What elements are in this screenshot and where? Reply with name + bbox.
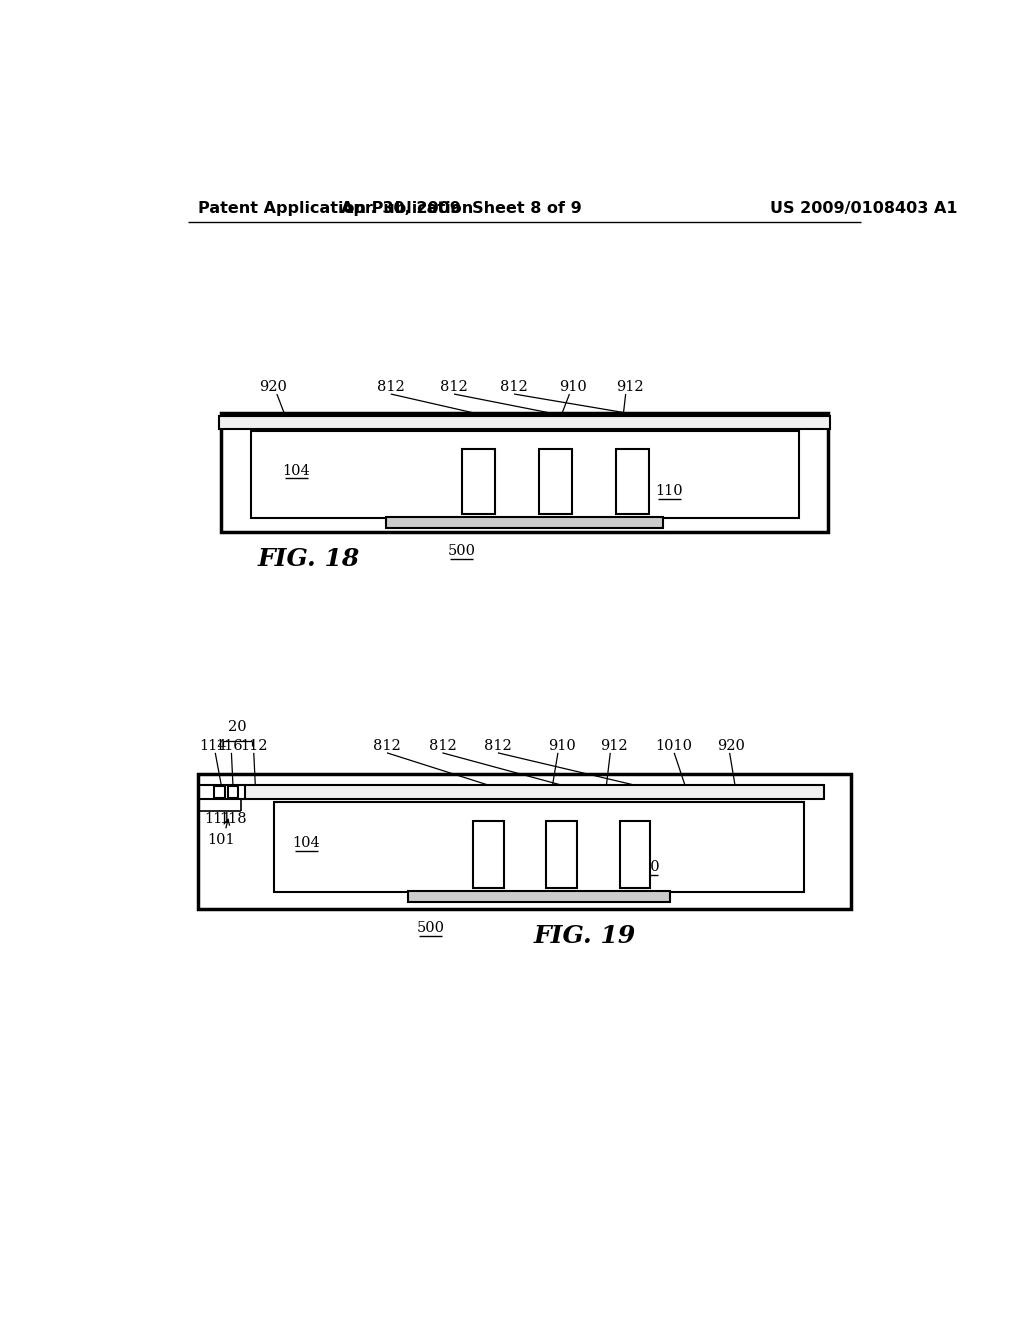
Text: 910: 910 (559, 380, 587, 395)
Text: 812: 812 (500, 380, 528, 395)
Bar (251, 430, 799, 517)
Bar (386, 517, 664, 528)
Text: 112: 112 (240, 739, 267, 752)
Bar (473, 821, 504, 887)
Bar (219, 416, 830, 429)
Text: FIG. 19: FIG. 19 (534, 924, 636, 948)
Text: 1010: 1010 (655, 739, 692, 752)
Text: 118: 118 (219, 812, 247, 826)
Text: 500: 500 (417, 921, 444, 936)
Text: 812: 812 (377, 380, 404, 395)
Text: 910: 910 (548, 739, 575, 752)
Text: 812: 812 (440, 380, 468, 395)
Text: US 2009/0108403 A1: US 2009/0108403 A1 (770, 201, 957, 216)
Bar (547, 821, 578, 887)
Text: Apr. 30, 2009  Sheet 8 of 9: Apr. 30, 2009 Sheet 8 of 9 (341, 201, 582, 216)
Text: 812: 812 (373, 739, 400, 752)
Text: 114: 114 (200, 739, 226, 752)
Text: FIG. 18: FIG. 18 (258, 546, 360, 570)
Bar (227, 785, 239, 799)
Text: 110: 110 (655, 484, 683, 498)
Text: 912: 912 (615, 380, 643, 395)
Bar (463, 449, 495, 515)
Text: 812: 812 (428, 739, 457, 752)
Text: 104: 104 (283, 463, 310, 478)
Bar (408, 891, 670, 903)
Text: 920: 920 (717, 739, 745, 752)
Bar (540, 449, 571, 515)
Text: 104: 104 (292, 837, 319, 850)
Bar (616, 449, 649, 515)
Text: 20: 20 (228, 719, 247, 734)
Text: 101: 101 (208, 833, 236, 847)
Text: 116: 116 (215, 739, 243, 752)
Bar (245, 785, 824, 799)
Text: 812: 812 (484, 739, 512, 752)
Bar (199, 775, 851, 909)
Text: 920: 920 (259, 380, 287, 395)
Text: 110: 110 (633, 859, 660, 874)
Text: 500: 500 (447, 544, 476, 558)
Text: 912: 912 (600, 739, 628, 752)
Bar (221, 413, 828, 532)
Bar (620, 821, 650, 887)
Text: Patent Application Publication: Patent Application Publication (199, 201, 473, 216)
Bar (273, 803, 804, 892)
Text: 111: 111 (204, 812, 231, 826)
Bar (214, 785, 224, 799)
